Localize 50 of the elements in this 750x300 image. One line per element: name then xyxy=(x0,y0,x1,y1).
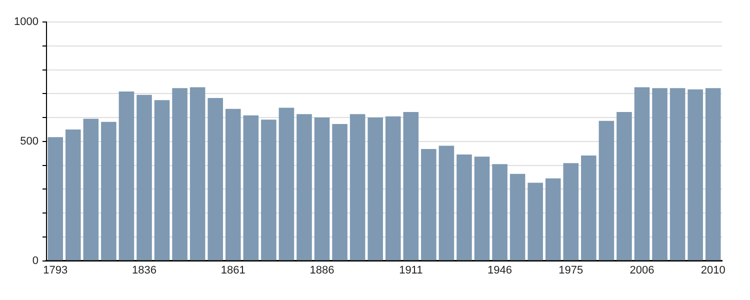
y-tick-label: 500 xyxy=(20,135,38,148)
bar xyxy=(421,149,436,260)
bar xyxy=(172,88,188,260)
bar xyxy=(634,87,650,260)
x-tick-label: 1861 xyxy=(220,264,246,276)
x-tick-label: 2006 xyxy=(630,264,654,276)
y-tick-label: 1000 xyxy=(14,16,38,28)
bar xyxy=(385,116,401,260)
bar xyxy=(296,114,312,260)
bar xyxy=(261,120,276,260)
bar xyxy=(510,174,526,260)
x-tick-label: 1911 xyxy=(399,264,423,276)
bar xyxy=(403,112,419,260)
bar xyxy=(545,178,561,260)
bar xyxy=(243,115,259,260)
bar xyxy=(208,98,223,260)
x-tick-label: 1975 xyxy=(558,264,584,276)
x-tick-label: 1946 xyxy=(488,264,512,276)
bar xyxy=(598,120,614,260)
y-tick-label: 0 xyxy=(32,254,38,267)
bar xyxy=(101,122,116,260)
x-tick-label: 1886 xyxy=(310,264,334,276)
bar xyxy=(652,88,668,260)
bar xyxy=(225,108,241,260)
bar xyxy=(190,87,206,260)
bar xyxy=(278,108,294,260)
bar xyxy=(492,164,508,260)
bar xyxy=(368,118,383,260)
bar xyxy=(474,156,490,260)
bar xyxy=(314,118,330,260)
bar xyxy=(118,91,134,260)
bar xyxy=(705,88,721,260)
bar xyxy=(83,118,99,260)
bar xyxy=(581,155,596,260)
bar xyxy=(65,129,81,260)
x-tick-label: 1793 xyxy=(43,264,68,276)
bar xyxy=(670,88,686,260)
bar xyxy=(154,100,170,260)
bar xyxy=(136,94,152,260)
bar xyxy=(456,154,472,260)
x-tick-label: 1836 xyxy=(132,264,156,276)
bar xyxy=(350,114,366,260)
bar xyxy=(563,163,579,260)
bar xyxy=(528,182,543,260)
bar xyxy=(616,112,632,260)
bar xyxy=(688,89,703,260)
bar xyxy=(48,137,64,260)
bar xyxy=(438,146,454,260)
bar xyxy=(332,124,348,260)
x-tick-label: 2010 xyxy=(700,264,726,276)
